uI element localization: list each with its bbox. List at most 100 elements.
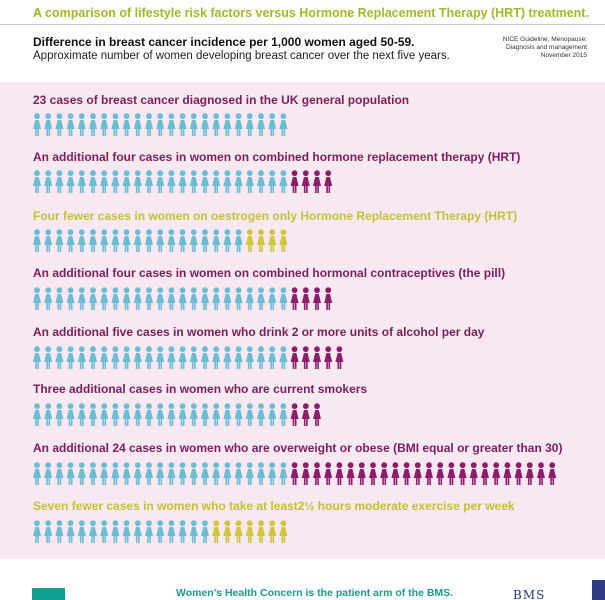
- woman-figure: [33, 346, 41, 369]
- woman-figure: [313, 462, 321, 485]
- woman-figure: [33, 113, 41, 136]
- footer-green-block: [32, 588, 65, 600]
- footer-text: Women's Health Concern is the patient ar…: [176, 587, 454, 599]
- woman-figure: [55, 229, 64, 252]
- woman-figure: [122, 346, 131, 369]
- woman-figure: [111, 520, 120, 543]
- woman-figure: [201, 229, 209, 252]
- woman-figure: [234, 520, 243, 543]
- woman-figure: [346, 462, 355, 485]
- woman-figure: [290, 346, 299, 369]
- woman-figure: [447, 462, 456, 485]
- woman-figure: [33, 170, 41, 193]
- woman-figure: [257, 346, 265, 369]
- figure-row: [33, 403, 322, 427]
- woman-figure: [167, 170, 176, 193]
- woman-figure: [234, 287, 243, 310]
- woman-figure: [156, 403, 165, 426]
- woman-figure: [324, 346, 333, 369]
- woman-figure: [33, 287, 41, 310]
- woman-figure: [167, 287, 176, 310]
- woman-figure: [223, 520, 232, 543]
- woman-figure: [279, 229, 288, 252]
- woman-figure: [301, 462, 310, 485]
- figure-row-svg: [33, 346, 344, 369]
- woman-figure: [133, 113, 142, 136]
- woman-figure: [145, 520, 153, 543]
- woman-figure: [55, 462, 64, 485]
- woman-figure: [268, 170, 277, 193]
- woman-figure: [301, 287, 310, 310]
- woman-figure: [178, 346, 187, 369]
- woman-figure: [212, 346, 221, 369]
- woman-figure: [234, 403, 243, 426]
- woman-figure: [212, 520, 221, 543]
- woman-figure: [290, 170, 299, 193]
- woman-figure: [77, 462, 86, 485]
- woman-figure: [212, 287, 221, 310]
- woman-figure: [223, 113, 232, 136]
- woman-figure: [391, 462, 400, 485]
- woman-figure: [279, 346, 288, 369]
- woman-figure: [145, 170, 153, 193]
- woman-figure: [178, 287, 187, 310]
- woman-figure: [44, 403, 53, 426]
- woman-figure: [313, 346, 321, 369]
- woman-figure: [133, 403, 142, 426]
- woman-figure: [189, 170, 198, 193]
- woman-figure: [55, 520, 64, 543]
- figure-row: [33, 462, 558, 486]
- woman-figure: [111, 287, 120, 310]
- pictogram-panel: [0, 82, 605, 559]
- woman-figure: [324, 287, 333, 310]
- row-label: Three additional cases in women who are …: [33, 382, 368, 396]
- woman-figure: [257, 113, 265, 136]
- infographic-subtitle: A comparison of lifestyle risk factors v…: [33, 6, 589, 20]
- woman-figure: [458, 462, 467, 485]
- woman-figure: [145, 346, 153, 369]
- woman-figure: [201, 287, 209, 310]
- woman-figure: [77, 170, 86, 193]
- woman-figure: [335, 462, 344, 485]
- woman-figure: [156, 229, 165, 252]
- woman-figure: [481, 462, 489, 485]
- woman-figure: [268, 403, 277, 426]
- woman-figure: [145, 287, 153, 310]
- figure-row: [33, 170, 334, 194]
- woman-figure: [89, 346, 97, 369]
- woman-figure: [201, 170, 209, 193]
- row-label: 23 cases of breast cancer diagnosed in t…: [33, 93, 410, 107]
- woman-figure: [313, 170, 321, 193]
- woman-figure: [245, 113, 254, 136]
- woman-figure: [201, 462, 209, 485]
- woman-figure: [111, 229, 120, 252]
- woman-figure: [44, 346, 53, 369]
- woman-figure: [245, 520, 254, 543]
- woman-figure: [167, 462, 176, 485]
- woman-figure: [279, 113, 288, 136]
- chart-heading: Difference in breast cancer incidence pe…: [33, 35, 415, 49]
- woman-figure: [89, 520, 97, 543]
- woman-figure: [245, 170, 254, 193]
- woman-figure: [145, 113, 153, 136]
- woman-figure: [66, 229, 75, 252]
- woman-figure: [223, 403, 232, 426]
- row-label: Seven fewer cases in women who take at l…: [33, 499, 515, 513]
- woman-figure: [257, 520, 265, 543]
- woman-figure: [279, 170, 288, 193]
- row-label: An additional four cases in women on com…: [33, 150, 521, 164]
- woman-figure: [55, 170, 64, 193]
- woman-figure: [245, 229, 254, 252]
- woman-figure: [133, 229, 142, 252]
- woman-figure: [268, 346, 277, 369]
- woman-figure: [33, 520, 41, 543]
- woman-figure: [178, 170, 187, 193]
- woman-figure: [122, 229, 131, 252]
- woman-figure: [44, 229, 53, 252]
- woman-figure: [234, 113, 243, 136]
- woman-figure: [111, 462, 120, 485]
- woman-figure: [245, 287, 254, 310]
- woman-figure: [133, 346, 142, 369]
- woman-figure: [268, 287, 277, 310]
- woman-figure: [357, 462, 366, 485]
